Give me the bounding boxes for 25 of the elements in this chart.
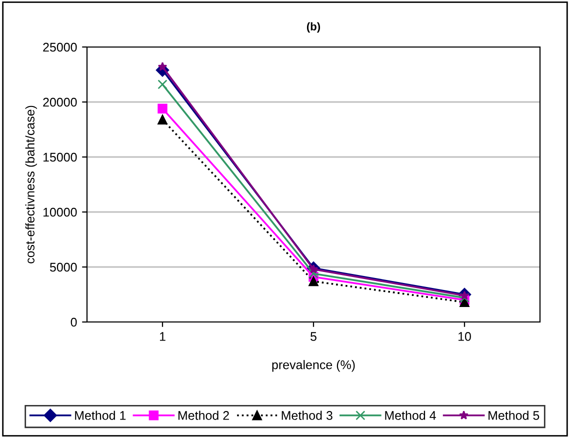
y-tick-label: 20000 xyxy=(43,98,77,107)
y-axis-title: cost-effectivness (baht/case) xyxy=(25,106,37,264)
point xyxy=(308,276,318,286)
y-tick-label: 15000 xyxy=(43,152,77,162)
legend-label: Method 2 xyxy=(178,410,229,420)
point xyxy=(460,297,470,308)
x-axis-title: prevalence (%) xyxy=(272,360,355,372)
point xyxy=(460,290,470,300)
legend-label: Method 3 xyxy=(282,410,332,420)
legend-label: Method 5 xyxy=(488,410,540,420)
x-tick-label: 1 xyxy=(160,332,166,341)
y-tick-label: 5000 xyxy=(50,262,77,272)
legend-label: Method 4 xyxy=(385,410,436,420)
point xyxy=(158,114,168,124)
y-tick-label: 10000 xyxy=(43,208,77,217)
point xyxy=(308,268,318,278)
point xyxy=(158,80,168,90)
x-tick-label: 10 xyxy=(458,332,471,341)
y-tick-label: 0 xyxy=(70,318,77,327)
chart-title: (b) xyxy=(306,22,320,33)
point xyxy=(158,104,168,114)
point xyxy=(460,292,470,303)
x-tick-label: 5 xyxy=(310,332,316,341)
legend-label: Method 1 xyxy=(75,410,126,420)
y-tick-label: 25000 xyxy=(43,42,77,52)
